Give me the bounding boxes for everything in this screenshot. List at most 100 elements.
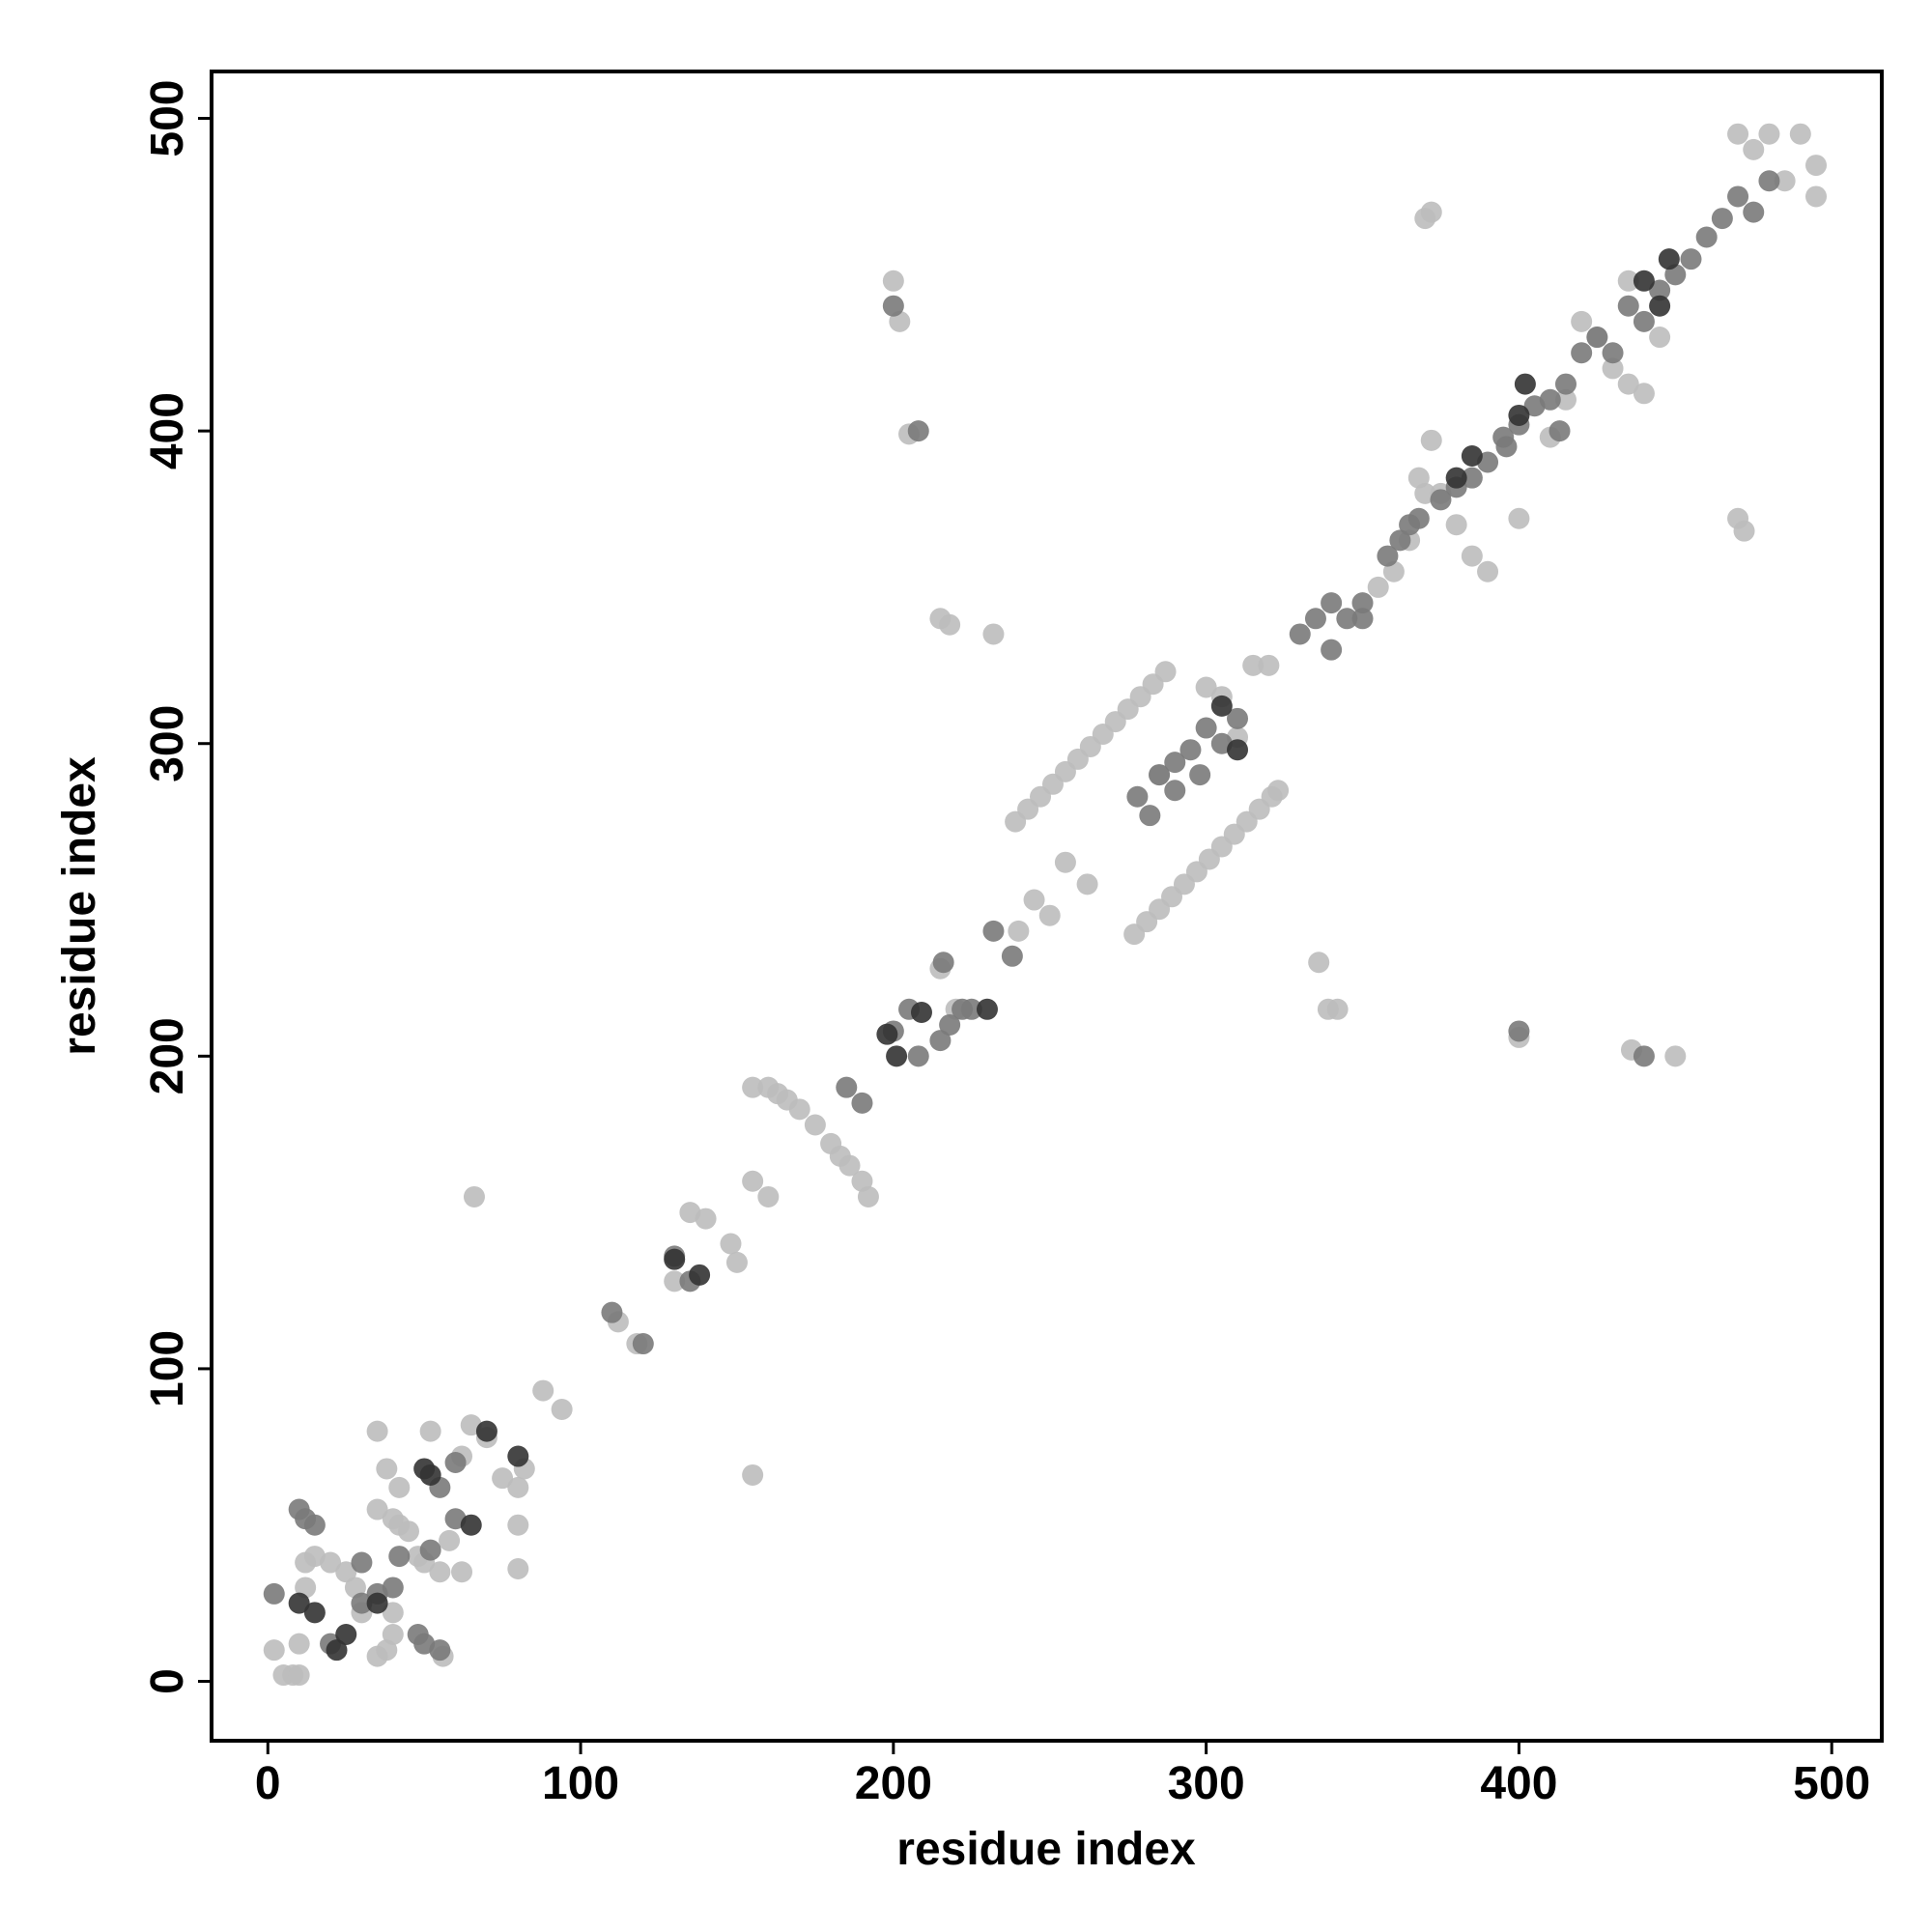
point <box>695 1208 717 1230</box>
point <box>1743 201 1765 223</box>
point <box>1227 707 1249 729</box>
point <box>1554 373 1577 395</box>
point <box>1680 248 1702 270</box>
point <box>742 1463 764 1486</box>
point <box>1179 739 1202 761</box>
point <box>1508 404 1530 426</box>
point <box>1633 310 1655 332</box>
point <box>288 1592 310 1614</box>
point <box>1586 327 1608 349</box>
point <box>1367 576 1389 598</box>
point <box>1461 545 1483 567</box>
point <box>1477 560 1499 582</box>
point <box>1321 639 1343 661</box>
point <box>982 623 1005 645</box>
point <box>326 1639 348 1662</box>
point <box>419 1420 441 1442</box>
point <box>1805 185 1828 208</box>
point <box>1164 780 1186 802</box>
x-tick-label: 400 <box>1480 1758 1557 1809</box>
point <box>910 1002 932 1024</box>
point <box>1495 436 1518 458</box>
point <box>1633 383 1655 405</box>
point <box>982 920 1005 942</box>
point <box>388 1546 411 1568</box>
point <box>532 1379 554 1402</box>
point <box>1445 514 1467 536</box>
point <box>1321 592 1343 614</box>
point <box>439 1529 461 1551</box>
point <box>1407 507 1430 529</box>
point <box>1008 920 1030 942</box>
point <box>857 1185 879 1208</box>
point <box>720 1233 742 1255</box>
point <box>303 1514 326 1536</box>
point <box>836 1076 858 1098</box>
point <box>1758 123 1780 145</box>
point <box>1664 1045 1687 1067</box>
point <box>1774 170 1796 192</box>
point <box>1304 608 1326 630</box>
y-tick-label: 300 <box>142 705 193 782</box>
point <box>429 1561 451 1583</box>
point <box>1649 327 1671 349</box>
point <box>1461 467 1483 489</box>
point <box>1743 138 1765 160</box>
point <box>882 295 904 317</box>
y-tick-label: 500 <box>142 79 193 156</box>
point <box>939 613 961 636</box>
point <box>689 1264 711 1286</box>
point <box>939 1013 961 1036</box>
point <box>664 1270 686 1293</box>
point <box>366 1592 388 1614</box>
point <box>1508 507 1530 529</box>
y-axis-label: residue index <box>54 756 105 1056</box>
point <box>1554 388 1577 411</box>
point <box>366 1420 388 1442</box>
point <box>429 1639 451 1662</box>
point <box>1514 373 1536 395</box>
point <box>976 998 998 1020</box>
point <box>507 1445 529 1467</box>
point <box>376 1458 398 1480</box>
point <box>419 1539 441 1561</box>
x-axis-label: residue index <box>896 1824 1196 1875</box>
point <box>1430 489 1452 511</box>
y-tick-label: 0 <box>142 1668 193 1694</box>
point <box>1076 873 1098 895</box>
point <box>475 1420 497 1442</box>
point <box>1789 123 1811 145</box>
point <box>507 1558 529 1580</box>
point <box>1023 889 1045 911</box>
point <box>1389 529 1411 552</box>
x-tick-label: 100 <box>542 1758 619 1809</box>
point <box>507 1476 529 1498</box>
point <box>1164 752 1186 774</box>
point <box>288 1664 310 1687</box>
point <box>351 1551 373 1574</box>
point <box>263 1582 285 1605</box>
point <box>1351 592 1374 614</box>
point <box>1326 998 1349 1020</box>
x-tick-label: 0 <box>255 1758 281 1809</box>
point <box>303 1602 326 1624</box>
plot-frame <box>210 70 1884 1743</box>
point <box>1727 185 1749 208</box>
x-tick-label: 500 <box>1793 1758 1870 1809</box>
point <box>886 1045 908 1067</box>
point <box>876 1023 898 1045</box>
point <box>1571 342 1593 364</box>
y-tick-label: 100 <box>142 1330 193 1407</box>
point <box>451 1561 473 1583</box>
point <box>397 1520 419 1543</box>
point <box>1508 1020 1530 1042</box>
point <box>1195 676 1217 698</box>
point <box>1633 270 1655 292</box>
point <box>1649 295 1671 317</box>
point <box>463 1185 485 1208</box>
point <box>838 1154 861 1177</box>
point <box>1548 420 1571 442</box>
point <box>1571 310 1593 332</box>
point <box>460 1514 482 1536</box>
point <box>382 1602 404 1624</box>
